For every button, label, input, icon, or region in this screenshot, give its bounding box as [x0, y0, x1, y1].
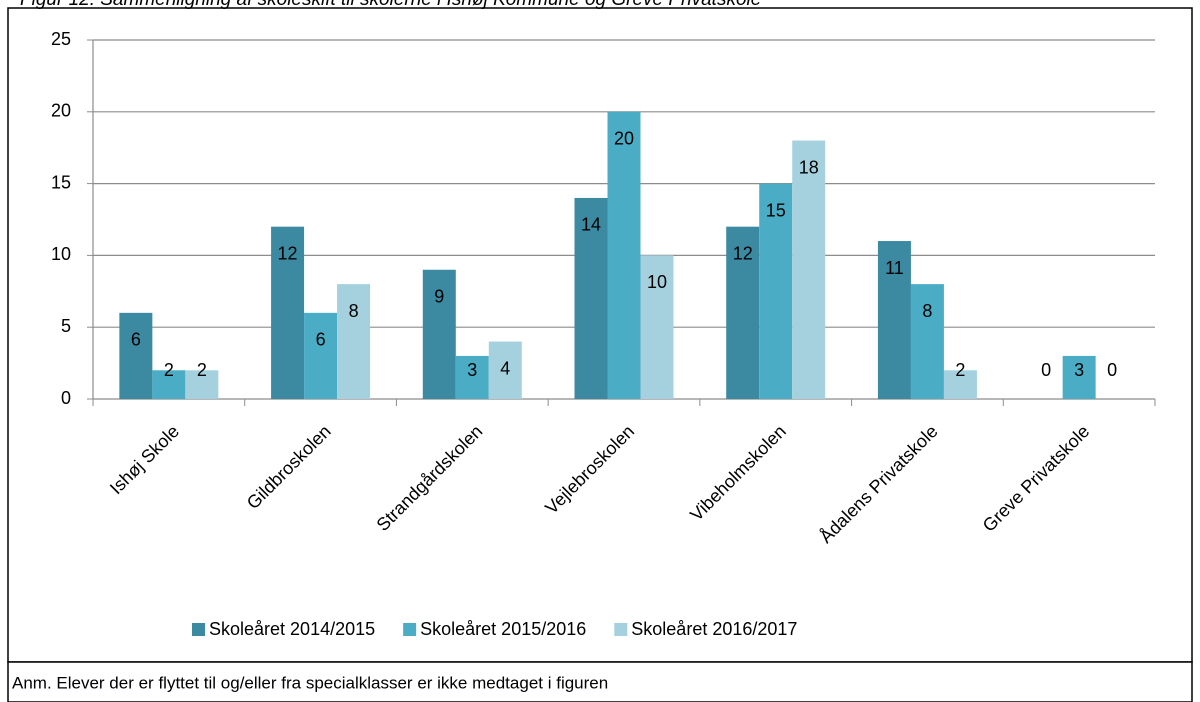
- chart-title: Figur 12: Sammenligning af skoleskift ti…: [20, 0, 761, 10]
- value-label: 6: [316, 330, 326, 350]
- legend-label: Skoleåret 2015/2016: [420, 619, 586, 639]
- y-tick-label: 15: [51, 172, 71, 192]
- bar: [1062, 355, 1096, 399]
- legend-swatch: [614, 623, 628, 636]
- bar: [910, 284, 944, 399]
- value-label: 3: [1074, 360, 1084, 380]
- y-tick-label: 0: [61, 388, 71, 408]
- value-label: 20: [614, 129, 634, 149]
- bar: [607, 111, 641, 400]
- bar: [877, 241, 911, 399]
- bar: [726, 226, 760, 399]
- y-tick-label: 10: [51, 244, 71, 264]
- value-label: 2: [197, 360, 207, 380]
- value-label: 10: [647, 272, 667, 292]
- value-label: 9: [434, 287, 444, 307]
- value-label: 6: [131, 330, 141, 350]
- note-frame: [7, 661, 1193, 702]
- bar: [304, 312, 338, 399]
- legend-swatch: [192, 623, 205, 636]
- value-label: 2: [955, 360, 965, 380]
- value-label: 3: [467, 360, 477, 380]
- value-label: 15: [766, 200, 786, 220]
- bar: [640, 255, 674, 399]
- y-tick-label: 5: [61, 316, 71, 336]
- legend-label: Skoleåret 2016/2017: [631, 619, 797, 639]
- value-label: 14: [581, 215, 601, 235]
- value-label: 18: [799, 157, 819, 177]
- bar: [119, 312, 153, 399]
- bar: [422, 269, 456, 399]
- note: Anm. Elever der er flyttet til og/eller …: [12, 673, 608, 692]
- bar: [337, 284, 371, 399]
- bar: [943, 370, 977, 399]
- value-label: 8: [922, 301, 932, 321]
- legend-swatch: [403, 623, 417, 636]
- value-label: 2: [164, 360, 174, 380]
- value-label: 12: [733, 243, 753, 263]
- y-tick-label: 20: [51, 101, 71, 121]
- bar: [759, 183, 793, 399]
- bar: [574, 197, 608, 399]
- bar: [488, 341, 522, 399]
- value-label: 11: [885, 258, 904, 278]
- y-tick-label: 25: [51, 29, 71, 49]
- value-label: 4: [500, 358, 510, 378]
- value-label: 0: [1041, 360, 1051, 380]
- bar: [185, 370, 219, 399]
- value-label: 8: [349, 301, 359, 321]
- bar: [271, 226, 305, 399]
- value-label: 12: [278, 243, 298, 263]
- bar: [152, 370, 186, 399]
- bar: [455, 355, 489, 399]
- bar: [792, 140, 826, 399]
- value-label: 0: [1107, 360, 1117, 380]
- legend-label: Skoleåret 2014/2015: [209, 619, 375, 639]
